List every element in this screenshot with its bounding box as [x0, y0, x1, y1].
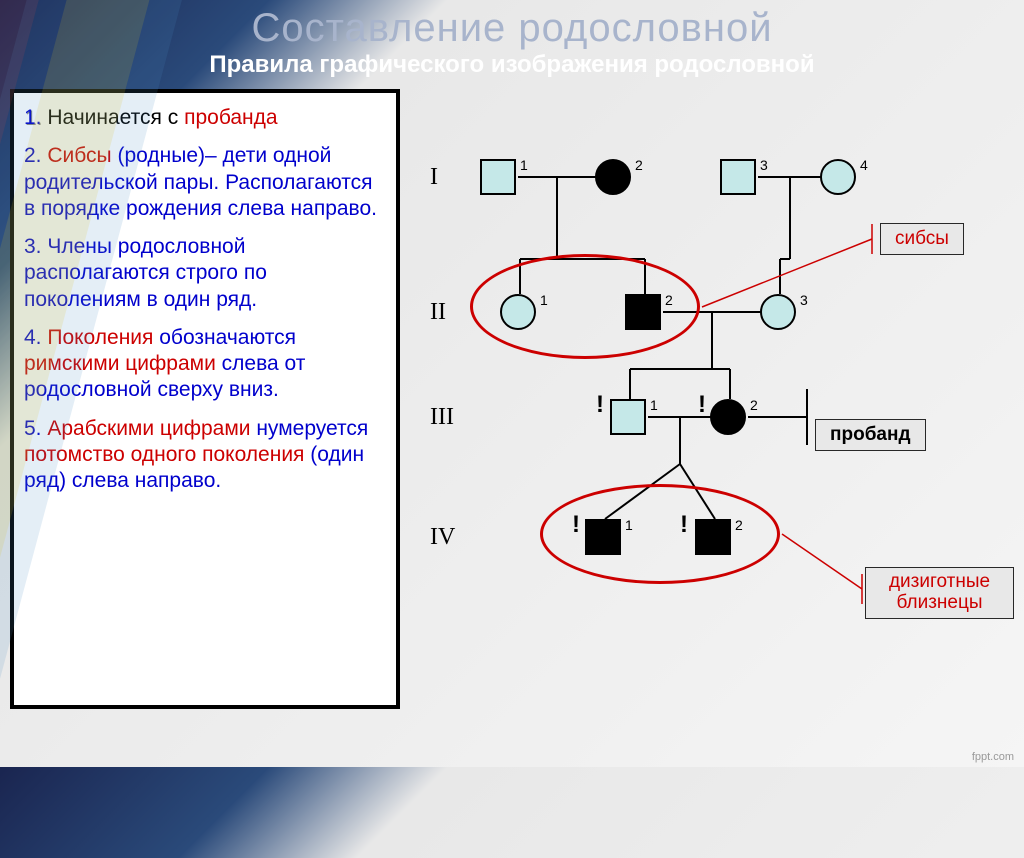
node-II2 [625, 294, 661, 330]
node-I2 [595, 159, 631, 195]
main-content: 1. Начинается с пробанда 2. Сибсы (родны… [0, 89, 1024, 709]
pedigree-diagram: I II III IV 1 2 3 4 1 2 3 1 2 1 2!!!! сибсы пробан… [410, 89, 1014, 709]
exclamation-2: ! [572, 511, 580, 539]
node-III1 [610, 399, 646, 435]
proband-callout: пробанд [815, 419, 926, 451]
rule-4-c: обозначаются [153, 326, 296, 349]
rule-5: 5. Арабскими цифрами нумеруется потомств… [24, 416, 386, 495]
gen-label-4: IV [430, 524, 455, 551]
node-num-I1: 1 [520, 157, 528, 173]
sibsy-callout: сибсы [880, 223, 964, 255]
exclamation-0: ! [596, 391, 604, 419]
node-num-II2: 2 [665, 292, 673, 308]
node-num-I4: 4 [860, 157, 868, 173]
node-IV1 [585, 519, 621, 555]
rule-5-b: Арабскими цифрами [47, 417, 250, 440]
rule-5-d: потомство одного поколения [24, 443, 304, 466]
node-num-III1: 1 [650, 397, 658, 413]
node-num-I3: 3 [760, 157, 768, 173]
node-num-IV1: 1 [625, 517, 633, 533]
rule-1-text-b: пробанда [184, 106, 278, 129]
footer-credit: fppt.com [972, 751, 1014, 763]
node-num-III2: 2 [750, 397, 758, 413]
node-num-II3: 3 [800, 292, 808, 308]
node-num-I2: 2 [635, 157, 643, 173]
exclamation-1: ! [698, 391, 706, 419]
node-I1 [480, 159, 516, 195]
node-I3 [720, 159, 756, 195]
node-num-IV2: 2 [735, 517, 743, 533]
dizygotic-callout: дизиготные близнецы [865, 567, 1014, 619]
node-III2 [710, 399, 746, 435]
exclamation-3: ! [680, 511, 688, 539]
node-II1 [500, 294, 536, 330]
node-num-II1: 1 [540, 292, 548, 308]
rule-5-c: нумеруется [251, 417, 369, 440]
gen-label-1: I [430, 164, 438, 191]
node-I4 [820, 159, 856, 195]
gen-label-2: II [430, 299, 446, 326]
node-II3 [760, 294, 796, 330]
node-IV2 [695, 519, 731, 555]
gen-label-3: III [430, 404, 454, 431]
